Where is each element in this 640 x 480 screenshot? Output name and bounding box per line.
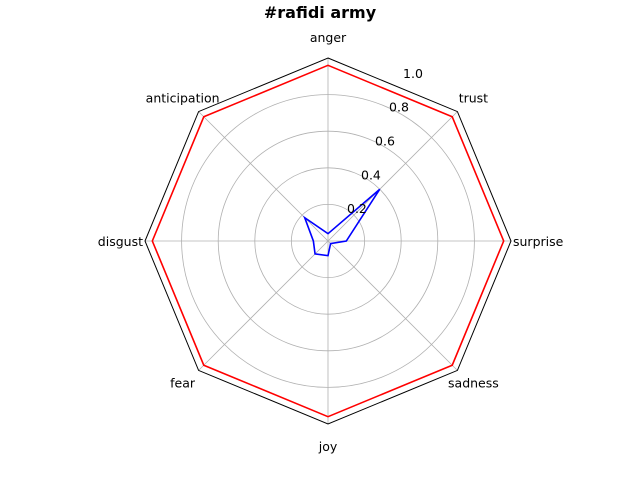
radar-series [151,64,505,418]
outer-frame [144,57,512,425]
series-line-1 [303,188,381,257]
axis-label-disgust: disgust [98,234,143,249]
axis-label-trust: trust [459,91,488,106]
axis-label-surprise: surprise [513,234,564,249]
spoke-trust [327,111,458,242]
radial-tick-labels: 0.2 0.4 0.6 0.8 1.0 [347,66,423,216]
series-line-0 [151,64,505,418]
axis-label-joy: joy [318,439,338,454]
axis-label-fear: fear [170,375,196,390]
axis-label-anticipation: anticipation [146,91,220,106]
tick-label-4: 1.0 [403,66,423,81]
spoke-anticipation [198,111,329,242]
spoke-sadness [327,240,458,371]
radar-frame [144,57,512,425]
axis-label-anger: anger [310,30,347,45]
radar-grid [145,58,511,424]
tick-label-2: 0.6 [375,134,395,149]
axis-label-sadness: sadness [448,375,499,390]
spoke-fear [198,240,329,371]
tick-label-1: 0.4 [361,167,381,182]
tick-label-3: 0.8 [389,100,409,115]
tick-label-0: 0.2 [347,201,367,216]
axis-labels: anger trust surprise sadness joy fear disgust a… [98,30,564,454]
chart-title: #rafidi army [264,3,377,22]
